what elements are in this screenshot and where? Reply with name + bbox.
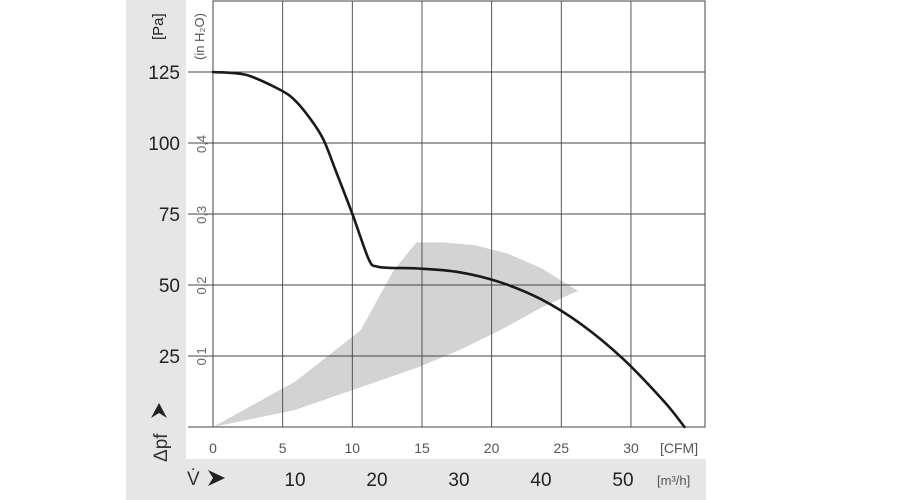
cfm-tick-label: 0 [209,440,217,456]
y-tick-labels: 125 100 75 50 25 0,4 0,3 0,2 0,1 [148,63,209,368]
y-arrow-icon [151,403,167,418]
pa-tick-label: 50 [159,276,180,297]
pa-unit-label: [Pa] [150,13,167,40]
cfm-tick-label: 25 [554,440,570,456]
pa-tick-label: 100 [148,134,180,155]
cfm-tick-label: 5 [279,440,287,456]
inh2o-tick-label: 0,3 [194,206,209,224]
pa-tick-label: 75 [159,205,180,226]
plot-frame [212,0,706,428]
left-axis-panel [126,0,186,500]
x-axis-label: V̇ [187,469,200,490]
m3h-unit-label: [m³/h] [657,473,690,488]
cfm-unit-label: [CFM] [660,440,698,456]
curve-layer [211,70,686,429]
cfm-tick-label: 30 [623,440,639,456]
x-tick-labels: 0 5 10 15 20 25 30 10 20 30 40 50 [209,440,639,491]
cfm-tick-label: 20 [484,440,500,456]
fan-curve [211,70,686,429]
bottom-axis-panel [126,459,706,500]
inh2o-tick-label: 0,4 [194,135,209,153]
cfm-tick-label: 15 [414,440,430,456]
inh2o-unit-label: (in H₂O) [192,13,207,60]
cfm-tick-label: 10 [345,440,361,456]
inh2o-tick-label: 0,2 [194,276,209,294]
m3h-tick-label: 10 [284,470,305,491]
m3h-tick-label: 50 [612,470,633,491]
m3h-tick-label: 20 [366,470,387,491]
operating-region [213,242,578,427]
grid-layer [188,0,706,428]
x-arrow-icon [208,470,225,486]
operating-region-layer [213,242,578,427]
m3h-tick-label: 40 [530,470,551,491]
inh2o-tick-label: 0,1 [194,347,209,365]
pa-tick-label: 25 [159,347,180,368]
y-axis-label: Δpf [151,433,172,462]
m3h-tick-label: 30 [448,470,469,491]
pa-tick-label: 125 [148,63,180,84]
